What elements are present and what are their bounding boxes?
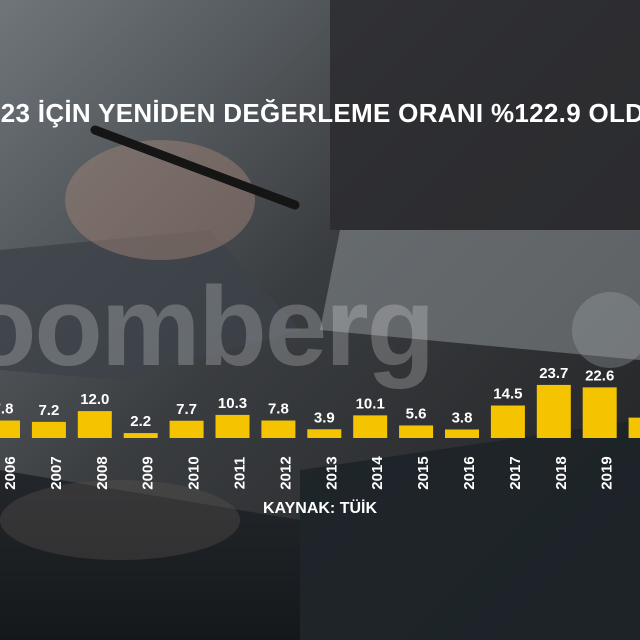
bar-2016: [445, 429, 479, 438]
value-label-2008: 12.0: [80, 391, 109, 408]
bar-2010: [169, 420, 204, 438]
source-label: KAYNAK: TÜİK: [262, 500, 378, 517]
tick-label-2008: 2008: [94, 456, 111, 489]
bar-2020: [628, 417, 640, 438]
value-label-2014: 10.1: [356, 395, 385, 412]
bar-2017: [490, 405, 525, 438]
tick-label-2018: 2018: [553, 456, 570, 489]
bar-2006: [0, 420, 20, 438]
tick-label-2015: 2015: [415, 456, 432, 489]
bar-2012: [261, 420, 296, 438]
value-label-2016: 3.8: [452, 409, 473, 426]
tick-label-2012: 2012: [277, 456, 294, 489]
value-label-2019: 22.6: [585, 367, 614, 384]
value-label-2006: 7.8: [0, 401, 13, 418]
tick-label-2017: 2017: [507, 456, 524, 489]
tick-label-2009: 2009: [140, 456, 157, 489]
value-label-2015: 5.6: [406, 405, 427, 422]
bar-2008: [77, 411, 112, 438]
tick-label-2013: 2013: [323, 456, 340, 489]
tick-label-2011: 2011: [232, 457, 249, 490]
bar-2013: [307, 429, 342, 438]
bar-2018: [536, 384, 571, 438]
tick-label-2014: 2014: [369, 456, 386, 490]
bar-2015: [399, 425, 434, 438]
value-label-2012: 7.8: [268, 401, 289, 418]
tick-label-2019: 2019: [599, 456, 616, 489]
bar-2009: [123, 433, 158, 438]
value-label-2017: 14.5: [493, 386, 522, 403]
value-label-2009: 2.2: [130, 413, 151, 430]
tick-label-2006: 2006: [2, 456, 19, 489]
bar-2014: [353, 415, 388, 438]
value-label-2018: 23.7: [539, 365, 568, 382]
value-label-2013: 3.9: [314, 409, 335, 426]
bar-2007: [31, 421, 66, 438]
value-label-2011: 10.3: [218, 395, 247, 412]
chart-title: 023 İÇİN YENİDEN DEĞERLEME ORANI %122.9 …: [0, 98, 640, 128]
tick-label-2010: 2010: [186, 456, 203, 489]
bar-2019: [582, 387, 617, 438]
watermark-logo: oomberg: [0, 264, 435, 389]
tick-label-2007: 2007: [48, 456, 65, 489]
value-label-2010: 7.7: [176, 401, 197, 418]
bar-2011: [215, 414, 250, 438]
value-label-2007: 7.2: [38, 402, 59, 419]
tick-label-2016: 2016: [461, 456, 478, 489]
